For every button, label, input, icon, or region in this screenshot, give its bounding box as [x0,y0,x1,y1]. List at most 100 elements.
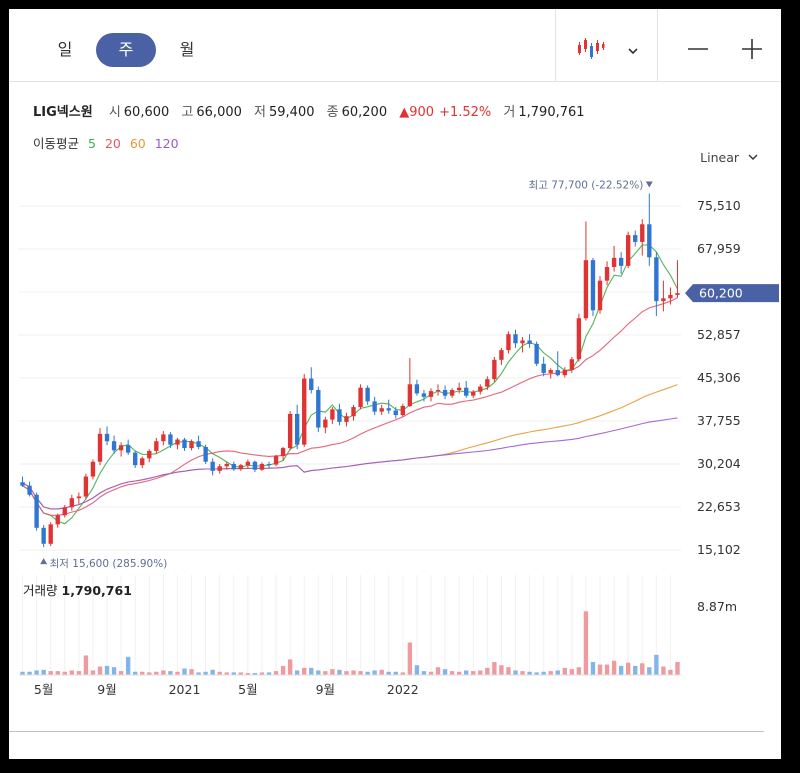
volume-bar [273,671,279,675]
ma-legend-item: 120 [154,136,179,151]
candle-body [111,441,117,451]
candle-body [351,407,356,417]
candle-body [456,387,462,390]
candle-body [534,343,539,364]
volume-bar [471,671,476,675]
candle-body [302,378,307,445]
volume-bar [224,672,229,675]
y-tick-label: 67,959 [697,241,741,256]
candle-body [442,389,448,396]
volume-bar [280,665,286,675]
volume-bar [633,665,638,675]
volume-bar [161,670,166,675]
volume-bar [34,670,39,675]
candle-body [654,257,659,302]
tab-weekly[interactable]: 주 [96,33,156,67]
ma-legend-label: 이동평균 [33,136,80,151]
candle-body [435,389,441,392]
candle-body [569,359,575,371]
y-tick-label: 75,510 [697,198,741,213]
tab-daily[interactable]: 일 [57,40,73,59]
chevron-down-icon [748,154,758,160]
candle-body [55,515,60,525]
volume-bar [69,670,75,675]
candle-body [604,266,610,281]
candle-body [118,445,124,451]
candle-body [161,434,166,442]
volume-bar [654,654,659,675]
candle-body [182,439,187,449]
candlestick-icon[interactable] [577,37,605,65]
candle-body [309,378,314,390]
candle-body [386,408,391,411]
candle-body [280,448,286,457]
volume-bar [548,671,553,675]
candle-body [294,413,300,445]
candle-body [133,452,138,466]
volume-bar [111,667,117,675]
candle-body [316,389,321,428]
volume-label: 거 [503,105,516,120]
volume-bar [640,663,645,675]
candle-body [513,334,518,344]
y-tick-label: 15,102 [697,542,741,557]
change-percent: +1.52% [439,105,492,120]
candle-body [231,464,236,470]
volume-bar [386,671,391,675]
volume-bar [27,671,32,675]
candle-body [358,387,363,408]
candle-body [541,363,546,373]
candle-body [90,461,96,477]
max-price-label: 최고 77,700 (-22.52%) [529,180,644,192]
toolbar: 일 주 월 [9,9,781,82]
volume-bar [252,673,258,675]
chevron-down-icon[interactable] [627,41,639,60]
tab-monthly[interactable]: 월 [179,40,195,59]
candle-body [611,257,617,267]
open-value: 60,600 [123,105,170,120]
scale-selector[interactable]: Linear [700,150,759,165]
volume-bar [154,671,159,675]
volume-bar [597,664,603,675]
volume-bar [456,671,462,675]
x-tick-label: 2021 [169,682,201,697]
candle-body [27,485,32,495]
volume-bar [590,662,596,675]
volume-bar [231,672,236,675]
candle-body [633,235,638,242]
volume-bar [576,667,582,675]
candle-body [62,507,67,516]
volume-bar [125,656,131,675]
candle-body [252,461,258,470]
candle-body [548,370,553,373]
candle-body [140,458,145,466]
candle-body [675,293,680,295]
plus-icon[interactable] [742,39,762,63]
candle-body [210,461,215,471]
candle-body [499,350,504,360]
volume-bar [62,671,67,675]
volume-bar [238,672,244,675]
minus-icon[interactable] [688,39,708,63]
candle-body [647,224,652,258]
ma-line-20 [22,297,678,516]
volume-bar [583,611,589,675]
candle-body [266,464,272,466]
volume-tick-label: 8.87m [697,599,737,614]
candle-body [576,318,582,360]
volume-bar [196,672,201,675]
volume-bar [625,662,631,675]
volume-bar [189,669,194,675]
volume-bar [358,671,363,675]
candle-body [379,408,384,412]
candle-body [147,450,152,459]
volume-bar [464,670,469,675]
candle-body [83,476,89,497]
candle-body [421,393,427,397]
volume-bar [449,671,455,675]
volume-bar [76,671,82,675]
open-label: 시 [108,105,121,120]
candle-body [20,482,25,486]
candle-body [245,461,251,466]
volume-bar [421,671,427,675]
